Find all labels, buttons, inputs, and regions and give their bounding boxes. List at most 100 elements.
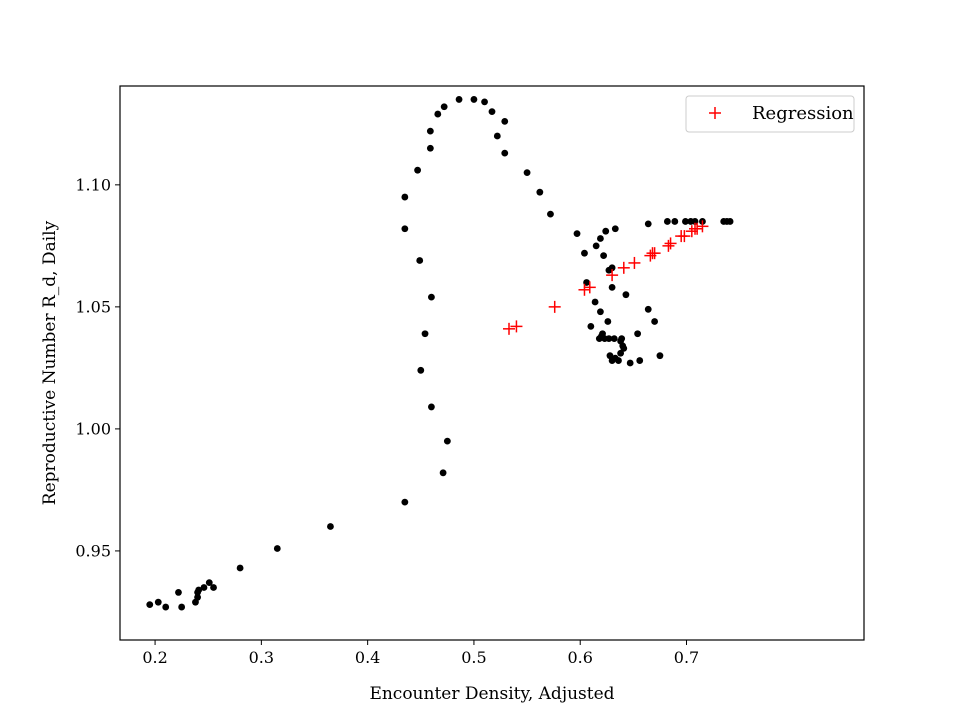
y-tick-label: 1.00: [75, 419, 111, 438]
data-point: [608, 283, 616, 291]
x-tick-label: 0.2: [142, 648, 167, 667]
data-point: [195, 586, 203, 594]
regression-point: [606, 269, 619, 282]
y-tick-label: 0.95: [75, 541, 111, 560]
y-axis-label: Reproductive Number R_d, Daily: [40, 220, 60, 505]
data-point: [210, 584, 217, 591]
data-point: [426, 127, 434, 135]
regression-point: [696, 220, 709, 233]
data-point: [523, 169, 531, 177]
data-point: [591, 298, 599, 306]
data-point: [592, 242, 600, 250]
data-point: [175, 589, 182, 596]
data-point: [434, 110, 442, 118]
data-point: [401, 498, 409, 506]
data-point: [194, 593, 201, 601]
x-axis-label: Encounter Density, Adjusted: [369, 684, 614, 704]
data-point: [615, 357, 622, 364]
data-point: [401, 193, 409, 201]
data-point: [644, 220, 652, 228]
data-point: [327, 523, 334, 530]
x-tick-label: 0.4: [355, 648, 380, 667]
data-point: [416, 257, 424, 264]
data-point: [602, 227, 610, 235]
x-tick-label: 0.3: [249, 648, 274, 667]
data-point: [146, 601, 154, 609]
data-point: [597, 308, 604, 316]
regression-point: [503, 322, 516, 335]
data-point: [573, 230, 581, 238]
data-point: [605, 335, 613, 342]
data-point: [682, 218, 689, 225]
data-point: [470, 96, 478, 103]
regression-point: [662, 239, 675, 252]
data-point: [428, 293, 435, 301]
data-point: [501, 149, 509, 157]
regression-point: [628, 256, 641, 269]
regression-point: [583, 281, 596, 294]
data-point: [726, 218, 734, 225]
legend: Regression: [685, 95, 855, 133]
data-point: [581, 249, 588, 257]
data-point: [622, 291, 630, 299]
points-layer: [146, 96, 734, 611]
data-point: [426, 144, 434, 152]
data-point: [597, 235, 604, 242]
data-point: [611, 225, 619, 233]
data-point: [626, 359, 634, 367]
data-point: [417, 366, 425, 374]
legend-marker-regression: [709, 107, 721, 119]
x-tick-label: 0.5: [461, 648, 486, 667]
data-point: [162, 603, 170, 611]
data-point: [236, 564, 244, 572]
data-point: [481, 98, 488, 106]
data-point: [617, 349, 625, 357]
data-point: [618, 335, 626, 342]
data-point: [421, 330, 429, 338]
data-point: [636, 357, 644, 364]
regression-point: [648, 247, 661, 260]
y-tick-label: 1.05: [75, 297, 111, 316]
x-axis-ticks: 0.2 0.3 0.4 0.5 0.6 0.7: [142, 640, 699, 667]
data-point: [600, 252, 607, 260]
x-tick-label: 0.6: [567, 648, 592, 667]
data-point: [428, 403, 435, 411]
data-point: [439, 469, 447, 477]
regression-point: [617, 261, 630, 274]
data-point: [443, 437, 451, 445]
regression-point: [510, 320, 523, 333]
legend-label-regression: Regression: [752, 103, 854, 124]
regression-point: [548, 300, 561, 313]
data-point: [604, 318, 612, 325]
data-point: [455, 96, 463, 103]
regression-point: [678, 230, 691, 243]
data-point: [587, 322, 595, 330]
data-point: [536, 188, 544, 196]
regression-point: [578, 283, 591, 296]
plot-area: [119, 85, 865, 641]
axes-frame: [119, 85, 865, 641]
data-point: [651, 318, 659, 325]
data-point: [663, 218, 671, 225]
data-point: [493, 132, 501, 140]
regression-point: [664, 237, 677, 250]
data-point: [440, 103, 448, 111]
legend-box: [685, 95, 855, 133]
data-point: [488, 108, 496, 116]
data-point: [178, 603, 186, 611]
x-tick-label: 0.7: [674, 648, 699, 667]
data-point: [644, 305, 652, 313]
data-point: [205, 579, 213, 587]
y-axis-ticks: 0.95 1.00 1.05 1.10: [75, 175, 120, 560]
data-point: [401, 225, 409, 233]
data-point: [414, 166, 421, 174]
data-point: [634, 330, 642, 338]
data-point: [547, 210, 554, 218]
data-point: [656, 352, 664, 360]
data-point: [620, 344, 628, 352]
data-point: [273, 545, 281, 552]
regression-point: [691, 222, 704, 235]
y-tick-label: 1.10: [75, 175, 111, 194]
data-point: [154, 598, 162, 606]
